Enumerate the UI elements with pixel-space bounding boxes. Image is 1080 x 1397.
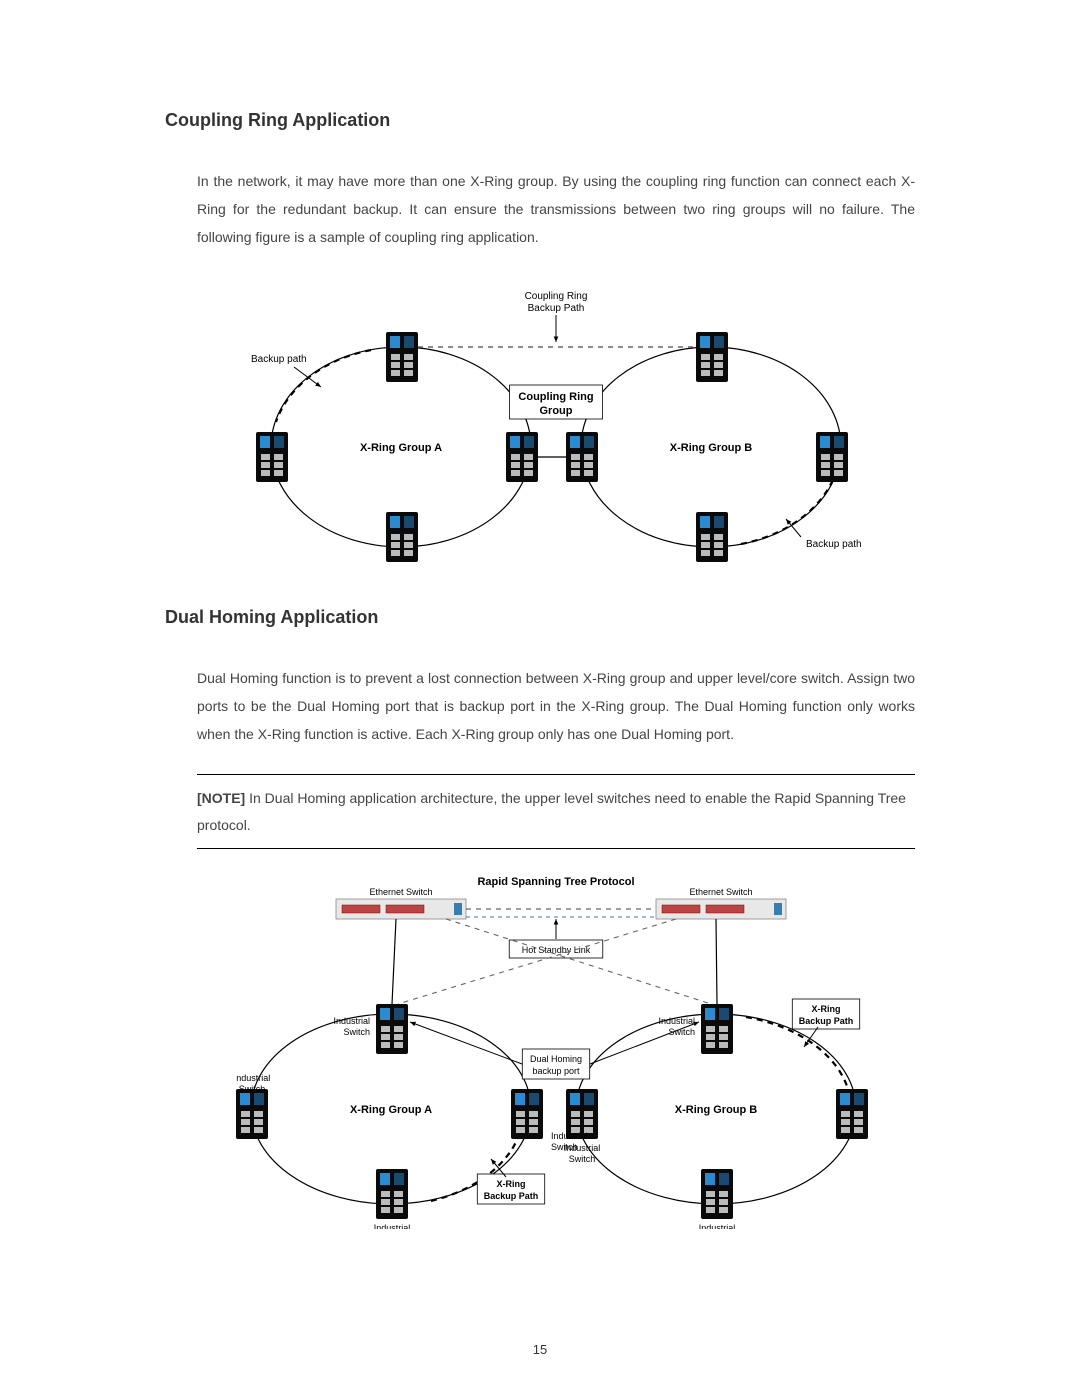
dual-homing-diagram: Rapid Spanning Tree Protocol Ethernet Swi… [197, 869, 915, 1229]
svg-text:Backup Path: Backup Path [528, 303, 585, 314]
coupling-ring-diagram: Coupling RingBackup PathBackup pathBacku… [197, 287, 915, 567]
svg-text:backup port: backup port [532, 1066, 580, 1076]
svg-text:Industrial: Industrial [564, 1143, 601, 1153]
section-paragraph: Dual Homing function is to prevent a los… [197, 664, 915, 748]
svg-text:X-Ring: X-Ring [497, 1179, 526, 1189]
svg-text:Industrial: Industrial [699, 1223, 736, 1229]
svg-text:Rapid Spanning Tree Protocol: Rapid Spanning Tree Protocol [477, 876, 634, 888]
svg-text:Industrial: Industrial [374, 1223, 411, 1229]
svg-text:X-Ring Group B: X-Ring Group B [670, 442, 753, 454]
svg-text:Group: Group [540, 405, 573, 417]
note-block: [NOTE] In Dual Homing application archit… [197, 774, 915, 849]
svg-text:X-Ring Group A: X-Ring Group A [350, 1104, 432, 1116]
svg-text:Backup path: Backup path [806, 539, 862, 550]
svg-text:Switch: Switch [569, 1154, 596, 1164]
section-paragraph: In the network, it may have more than on… [197, 167, 915, 251]
page-number: 15 [0, 1342, 1080, 1357]
svg-text:X-Ring Group A: X-Ring Group A [360, 442, 442, 454]
svg-text:Switch: Switch [239, 1084, 266, 1094]
svg-text:Switch: Switch [668, 1027, 695, 1037]
svg-text:Industrial: Industrial [236, 1073, 270, 1083]
svg-text:Coupling Ring: Coupling Ring [518, 391, 593, 403]
svg-text:Dual Homing: Dual Homing [530, 1054, 582, 1064]
section-heading: Dual Homing Application [165, 607, 915, 628]
svg-text:Backup Path: Backup Path [484, 1191, 539, 1201]
svg-text:Ethernet Switch: Ethernet Switch [369, 887, 432, 897]
svg-text:X-Ring Group B: X-Ring Group B [675, 1104, 758, 1116]
note-label: [NOTE] [197, 790, 245, 806]
note-text: In Dual Homing application architecture,… [197, 790, 906, 833]
section-heading: Coupling Ring Application [165, 110, 915, 131]
svg-text:Industrial: Industrial [551, 1131, 588, 1141]
svg-text:Coupling Ring: Coupling Ring [525, 291, 588, 302]
svg-text:Industrial: Industrial [658, 1016, 695, 1026]
svg-text:Backup path: Backup path [251, 354, 307, 365]
svg-text:Ethernet Switch: Ethernet Switch [689, 887, 752, 897]
svg-text:Switch: Switch [343, 1027, 370, 1037]
svg-text:Industrial: Industrial [333, 1016, 370, 1026]
svg-text:Backup Path: Backup Path [799, 1016, 854, 1026]
svg-text:X-Ring: X-Ring [812, 1004, 841, 1014]
